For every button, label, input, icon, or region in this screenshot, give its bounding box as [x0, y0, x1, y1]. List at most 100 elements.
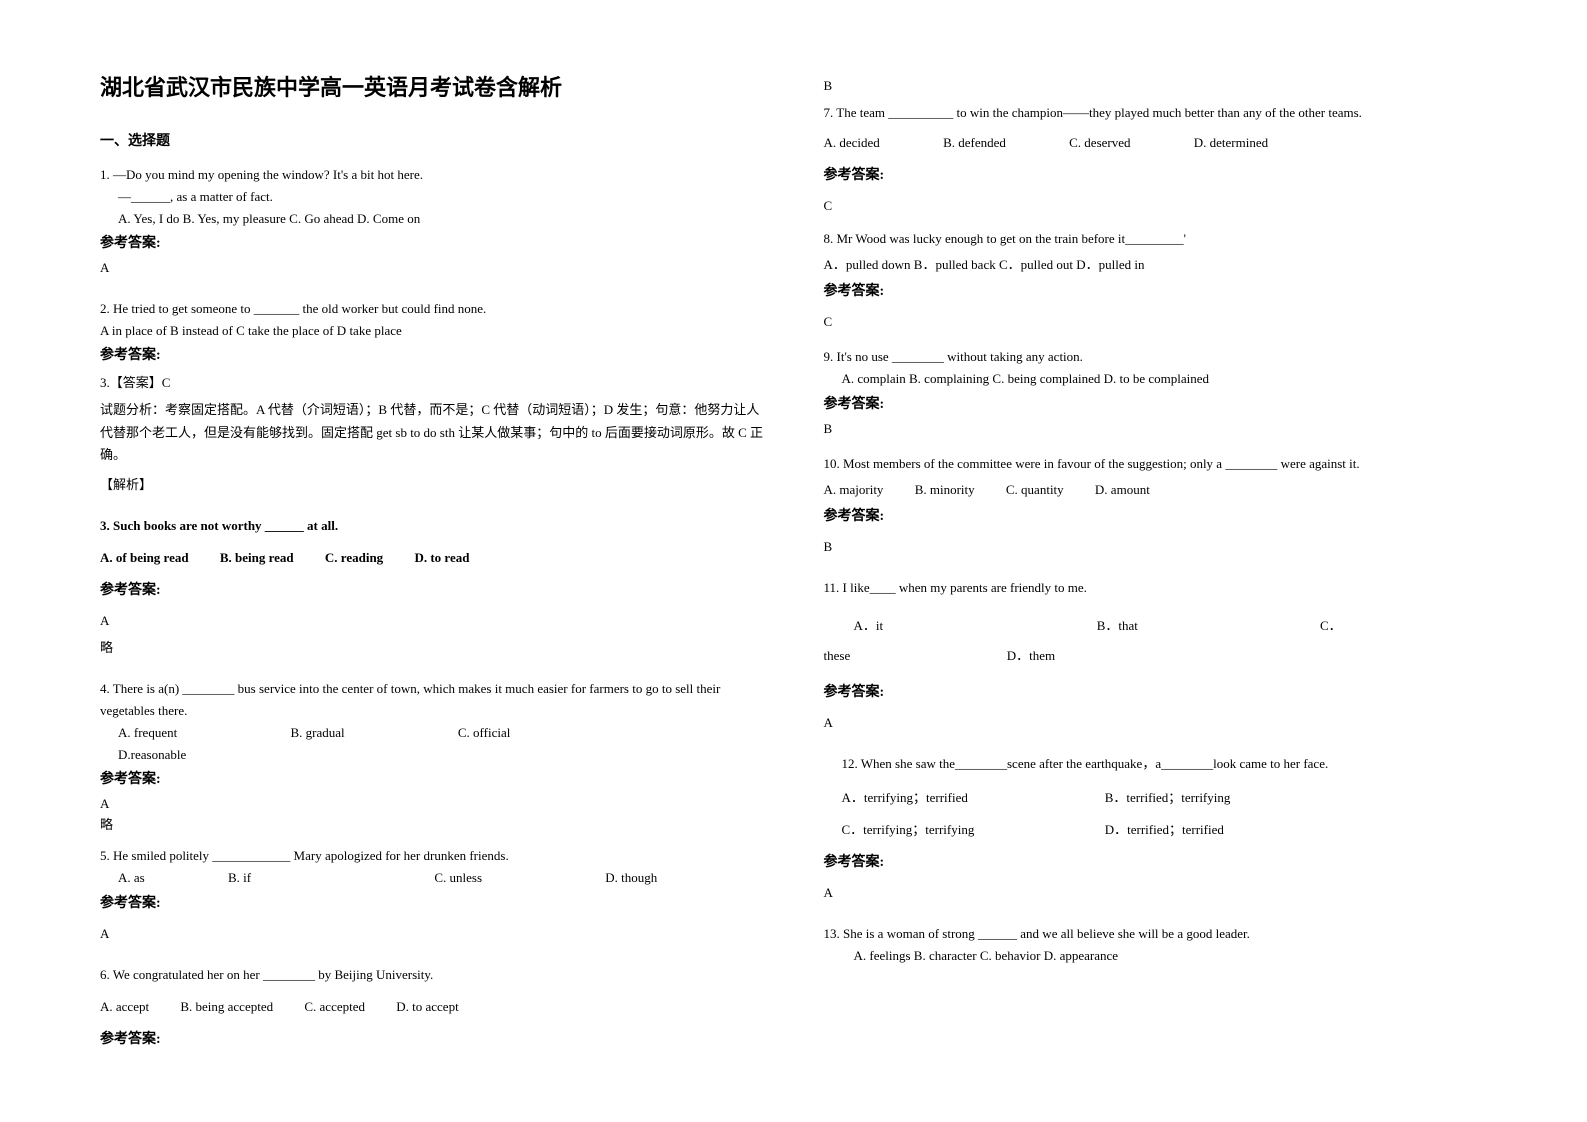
q10-options: A. majority B. minority C. quantity D. a…	[824, 479, 1488, 501]
q6-opt-c: C. accepted	[304, 999, 365, 1014]
left-column: 湖北省武汉市民族中学高一英语月考试卷含解析 一、选择题 1. —Do you m…	[100, 70, 764, 1082]
q10-opt-d: D. amount	[1095, 482, 1150, 497]
question-8: 8. Mr Wood was lucky enough to get on th…	[824, 228, 1488, 338]
q6-answer: B	[824, 78, 1488, 94]
question-2: 2. He tried to get someone to _______ th…	[100, 298, 764, 500]
question-12: 12. When she saw the________scene after …	[824, 753, 1488, 909]
q7-ref-label: 参考答案:	[824, 164, 1488, 184]
q3-opt-c: C. reading	[325, 550, 383, 565]
q12-line1: 12. When she saw the________scene after …	[824, 753, 1488, 775]
q13-options: A. feelings B. character C. behavior D. …	[824, 945, 1488, 967]
q8-answer: C	[824, 314, 1488, 330]
q5-line1: 5. He smiled politely ____________ Mary …	[100, 845, 764, 867]
q3-opt-d: D. to read	[414, 550, 469, 565]
q3-ref-label: 参考答案:	[100, 579, 764, 599]
q12-options-row1: A．terrifying；terrified B．terrified；terri…	[824, 787, 1488, 809]
q10-ref-label: 参考答案:	[824, 505, 1488, 525]
q12-opt-c: C．terrifying；terrifying	[842, 819, 1102, 841]
q12-ref-label: 参考答案:	[824, 851, 1488, 871]
q11-answer: A	[824, 715, 1488, 731]
q4-options: A. frequent B. gradual C. official D.rea…	[100, 722, 764, 766]
q4-answer: A	[100, 796, 764, 812]
q3-note: 略	[100, 637, 764, 656]
q2-ref-label: 参考答案:	[100, 344, 764, 364]
q2-answer-tail: 【解析】	[100, 474, 764, 493]
q3-line1: 3. Such books are not worthy ______ at a…	[100, 515, 764, 537]
question-13: 13. She is a woman of strong ______ and …	[824, 923, 1488, 967]
q7-answer: C	[824, 198, 1488, 214]
q3-answer: A	[100, 613, 764, 629]
q3-options: A. of being read B. being read C. readin…	[100, 547, 764, 569]
q11-opt-c: C．	[1320, 618, 1342, 633]
q6-opt-a: A. accept	[100, 999, 149, 1014]
q6-line1: 6. We congratulated her on her ________ …	[100, 964, 764, 986]
q1-options: A. Yes, I do B. Yes, my pleasure C. Go a…	[100, 208, 764, 230]
q12-opt-a: A．terrifying；terrified	[842, 787, 1102, 809]
q1-ref-label: 参考答案:	[100, 232, 764, 252]
q4-opt-d: D.reasonable	[118, 747, 186, 762]
q10-answer: B	[824, 539, 1488, 555]
question-1: 1. —Do you mind my opening the window? I…	[100, 164, 764, 284]
q11-line1: 11. I like____ when my parents are frien…	[824, 577, 1488, 599]
q8-options: A．pulled down B．pulled back C．pulled out…	[824, 254, 1488, 276]
q4-line1: 4. There is a(n) ________ bus service in…	[100, 678, 764, 722]
q7-opt-d: D. determined	[1194, 135, 1268, 150]
q6-ref-label: 参考答案:	[100, 1028, 764, 1048]
q2-answer-head: 3.【答案】C	[100, 372, 764, 391]
q12-opt-b: B．terrified；terrifying	[1105, 790, 1231, 805]
question-9: 9. It's no use ________ without taking a…	[824, 346, 1488, 444]
question-5: 5. He smiled politely ____________ Mary …	[100, 845, 764, 949]
q11-opt-a: A．it	[854, 615, 1094, 637]
q7-options: A. decided B. defended C. deserved D. de…	[824, 132, 1488, 154]
q6-opt-b: B. being accepted	[180, 999, 273, 1014]
q2-options: A in place of B instead of C take the pl…	[100, 320, 764, 342]
q11-opt-b: B．that	[1097, 615, 1317, 637]
q12-answer: A	[824, 885, 1488, 901]
q11-opt-d: D．them	[1007, 648, 1055, 663]
q9-options: A. complain B. complaining C. being comp…	[824, 368, 1488, 390]
q4-opt-a: A. frequent	[118, 725, 177, 740]
q11-options-row1: A．it B．that C．	[824, 615, 1488, 637]
q3-opt-a: A. of being read	[100, 550, 189, 565]
question-11: 11. I like____ when my parents are frien…	[824, 577, 1488, 739]
q12-options-row2: C．terrifying；terrifying D．terrified；terr…	[824, 819, 1488, 841]
q5-answer: A	[100, 926, 764, 942]
q6-opt-d: D. to accept	[396, 999, 458, 1014]
q13-line1: 13. She is a woman of strong ______ and …	[824, 923, 1488, 945]
q7-line1: 7. The team __________ to win the champi…	[824, 102, 1488, 124]
document-title: 湖北省武汉市民族中学高一英语月考试卷含解析	[100, 70, 764, 102]
q4-ref-label: 参考答案:	[100, 768, 764, 788]
q10-opt-c: C. quantity	[1006, 482, 1064, 497]
q4-note: 略	[100, 814, 764, 833]
q3-opt-b: B. being read	[220, 550, 294, 565]
q8-line1: 8. Mr Wood was lucky enough to get on th…	[824, 228, 1488, 250]
q1-line1: 1. —Do you mind my opening the window? I…	[100, 164, 764, 186]
q5-opt-b: B. if	[228, 870, 251, 885]
q9-answer: B	[824, 421, 1488, 437]
q11-ref-label: 参考答案:	[824, 681, 1488, 701]
q10-opt-a: A. majority	[824, 482, 884, 497]
q1-answer: A	[100, 260, 764, 276]
q2-line1: 2. He tried to get someone to _______ th…	[100, 298, 764, 320]
q6-options: A. accept B. being accepted C. accepted …	[100, 996, 764, 1018]
q5-options: A. as B. if C. unless D. though	[100, 867, 764, 889]
q11-opt-these: these	[824, 645, 1004, 667]
q4-opt-c: C. official	[458, 725, 510, 740]
q7-opt-b: B. defended	[943, 135, 1006, 150]
section-heading: 一、选择题	[100, 130, 764, 150]
q7-opt-c: C. deserved	[1069, 135, 1130, 150]
q12-opt-d: D．terrified；terrified	[1105, 822, 1224, 837]
right-column: B 7. The team __________ to win the cham…	[824, 70, 1488, 1082]
q5-ref-label: 参考答案:	[100, 892, 764, 912]
question-3: 3. Such books are not worthy ______ at a…	[100, 515, 764, 664]
question-6: 6. We congratulated her on her ________ …	[100, 964, 764, 1048]
q5-opt-a: A. as	[118, 870, 145, 885]
q10-line1: 10. Most members of the committee were i…	[824, 453, 1488, 475]
q1-line2: —______, as a matter of fact.	[100, 186, 764, 208]
question-7: 7. The team __________ to win the champi…	[824, 102, 1488, 222]
q5-opt-c: C. unless	[434, 870, 482, 885]
q2-answer-body: 试题分析：考察固定搭配。A 代替（介词短语）；B 代替，而不是；C 代替（动词短…	[100, 399, 764, 465]
q10-opt-b: B. minority	[915, 482, 975, 497]
q8-ref-label: 参考答案:	[824, 280, 1488, 300]
q9-line1: 9. It's no use ________ without taking a…	[824, 346, 1488, 368]
